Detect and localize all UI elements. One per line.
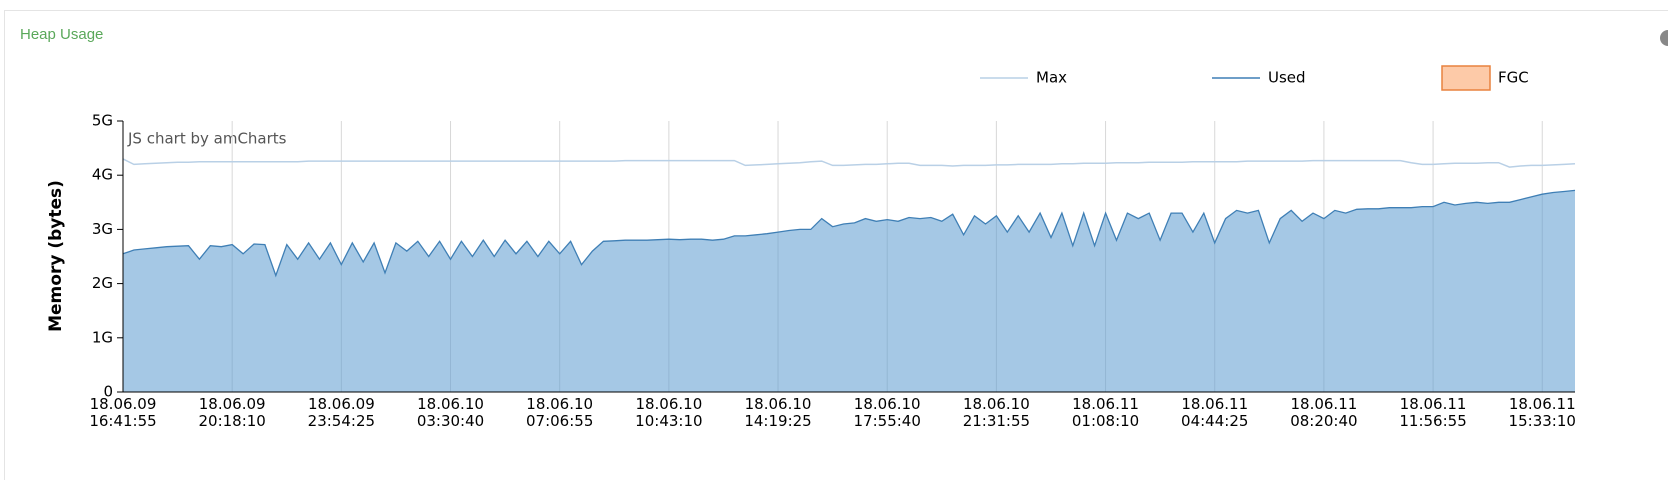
x-tick-label: 18.06.11 08:20:40 (1290, 395, 1358, 430)
y-axis-label: Memory (bytes) (46, 180, 66, 332)
x-tick-label: 18.06.10 03:30:40 (416, 395, 485, 430)
x-tick-label: 18.06.10 14:19:25 (744, 395, 812, 430)
legend-label: FGC (1498, 69, 1529, 87)
x-tick-label: 18.06.10 17:55:40 (853, 395, 921, 430)
x-tick-label: 18.06.09 16:41:55 (89, 395, 157, 430)
area (123, 190, 1575, 392)
x-tick-label: 18.06.09 20:18:10 (198, 395, 266, 430)
legend-item: Used (1212, 69, 1306, 87)
legend-label: Max (1036, 69, 1067, 87)
legend-swatch (1441, 65, 1491, 91)
watermark[interactable]: JS chart by amCharts (127, 130, 287, 148)
x-tick-label: 18.06.11 04:44:25 (1181, 395, 1249, 430)
close-button[interactable] (1660, 30, 1668, 46)
line (122, 158, 1576, 168)
legend-label: Used (1268, 69, 1306, 87)
y-tick-label: 1G (92, 328, 113, 346)
x-tick-label: 18.06.09 23:54:25 (307, 395, 376, 430)
line (122, 189, 1576, 278)
x-tick-label: 18.06.10 21:31:55 (962, 395, 1031, 430)
y-tick-label: 5G (92, 112, 113, 130)
legend-item: FGC (1441, 65, 1529, 91)
y-tick-label: 4G (92, 166, 113, 184)
y-tick-label: 0 (103, 383, 113, 401)
x-tick-label: 18.06.10 07:06:55 (526, 395, 594, 430)
x-tick-label: 18.06.10 10:43:10 (635, 395, 703, 430)
legend-item: Max (980, 69, 1067, 87)
x-tick-label: 18.06.11 11:56:55 (1399, 395, 1467, 430)
y-tick-label: 2G (92, 274, 113, 292)
x-tick-label: 18.06.11 15:33:10 (1508, 395, 1576, 430)
x-tick-label: 18.06.11 01:08:10 (1071, 395, 1140, 430)
y-tick-label: 3G (92, 220, 113, 238)
panel-title: Heap Usage (20, 26, 104, 43)
panel (4, 10, 1668, 480)
